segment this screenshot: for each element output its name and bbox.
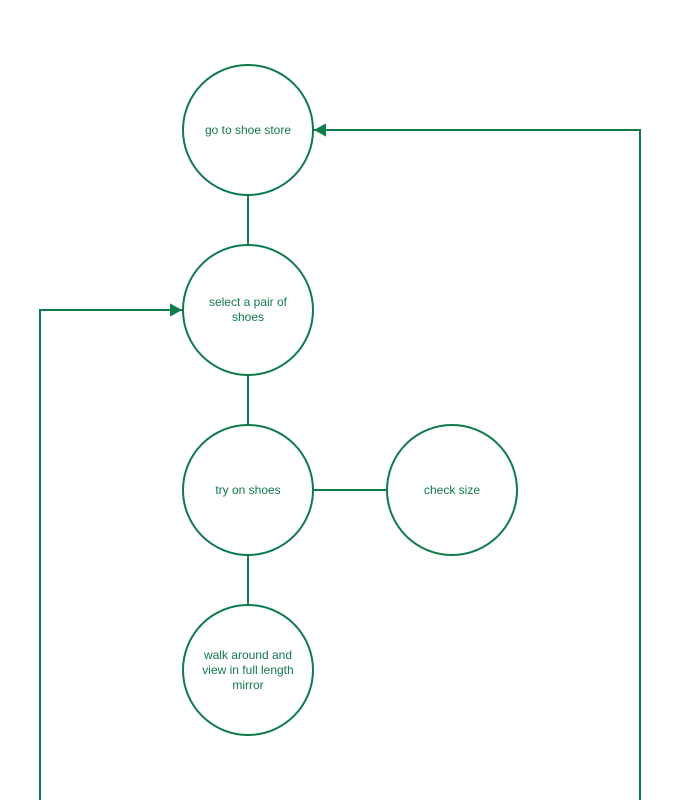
flowchart-node-label: go to shoe store bbox=[192, 123, 304, 138]
flowchart-node-n4: check size bbox=[386, 424, 518, 556]
flowchart-canvas: go to shoe store select a pair of shoes tr… bbox=[0, 0, 680, 800]
flowchart-node-label: walk around and view in full length mirr… bbox=[192, 648, 304, 693]
flowchart-node-n3: try on shoes bbox=[182, 424, 314, 556]
flowchart-edge-e6 bbox=[40, 310, 182, 800]
flowchart-node-n1: go to shoe store bbox=[182, 64, 314, 196]
arrowhead-icon bbox=[314, 123, 326, 136]
flowchart-node-label: select a pair of shoes bbox=[192, 295, 304, 325]
flowchart-node-label: try on shoes bbox=[192, 483, 304, 498]
arrowhead-icon bbox=[170, 303, 182, 316]
flowchart-node-n2: select a pair of shoes bbox=[182, 244, 314, 376]
flowchart-node-label: check size bbox=[396, 483, 508, 498]
flowchart-edges bbox=[0, 0, 680, 800]
flowchart-node-n5: walk around and view in full length mirr… bbox=[182, 604, 314, 736]
